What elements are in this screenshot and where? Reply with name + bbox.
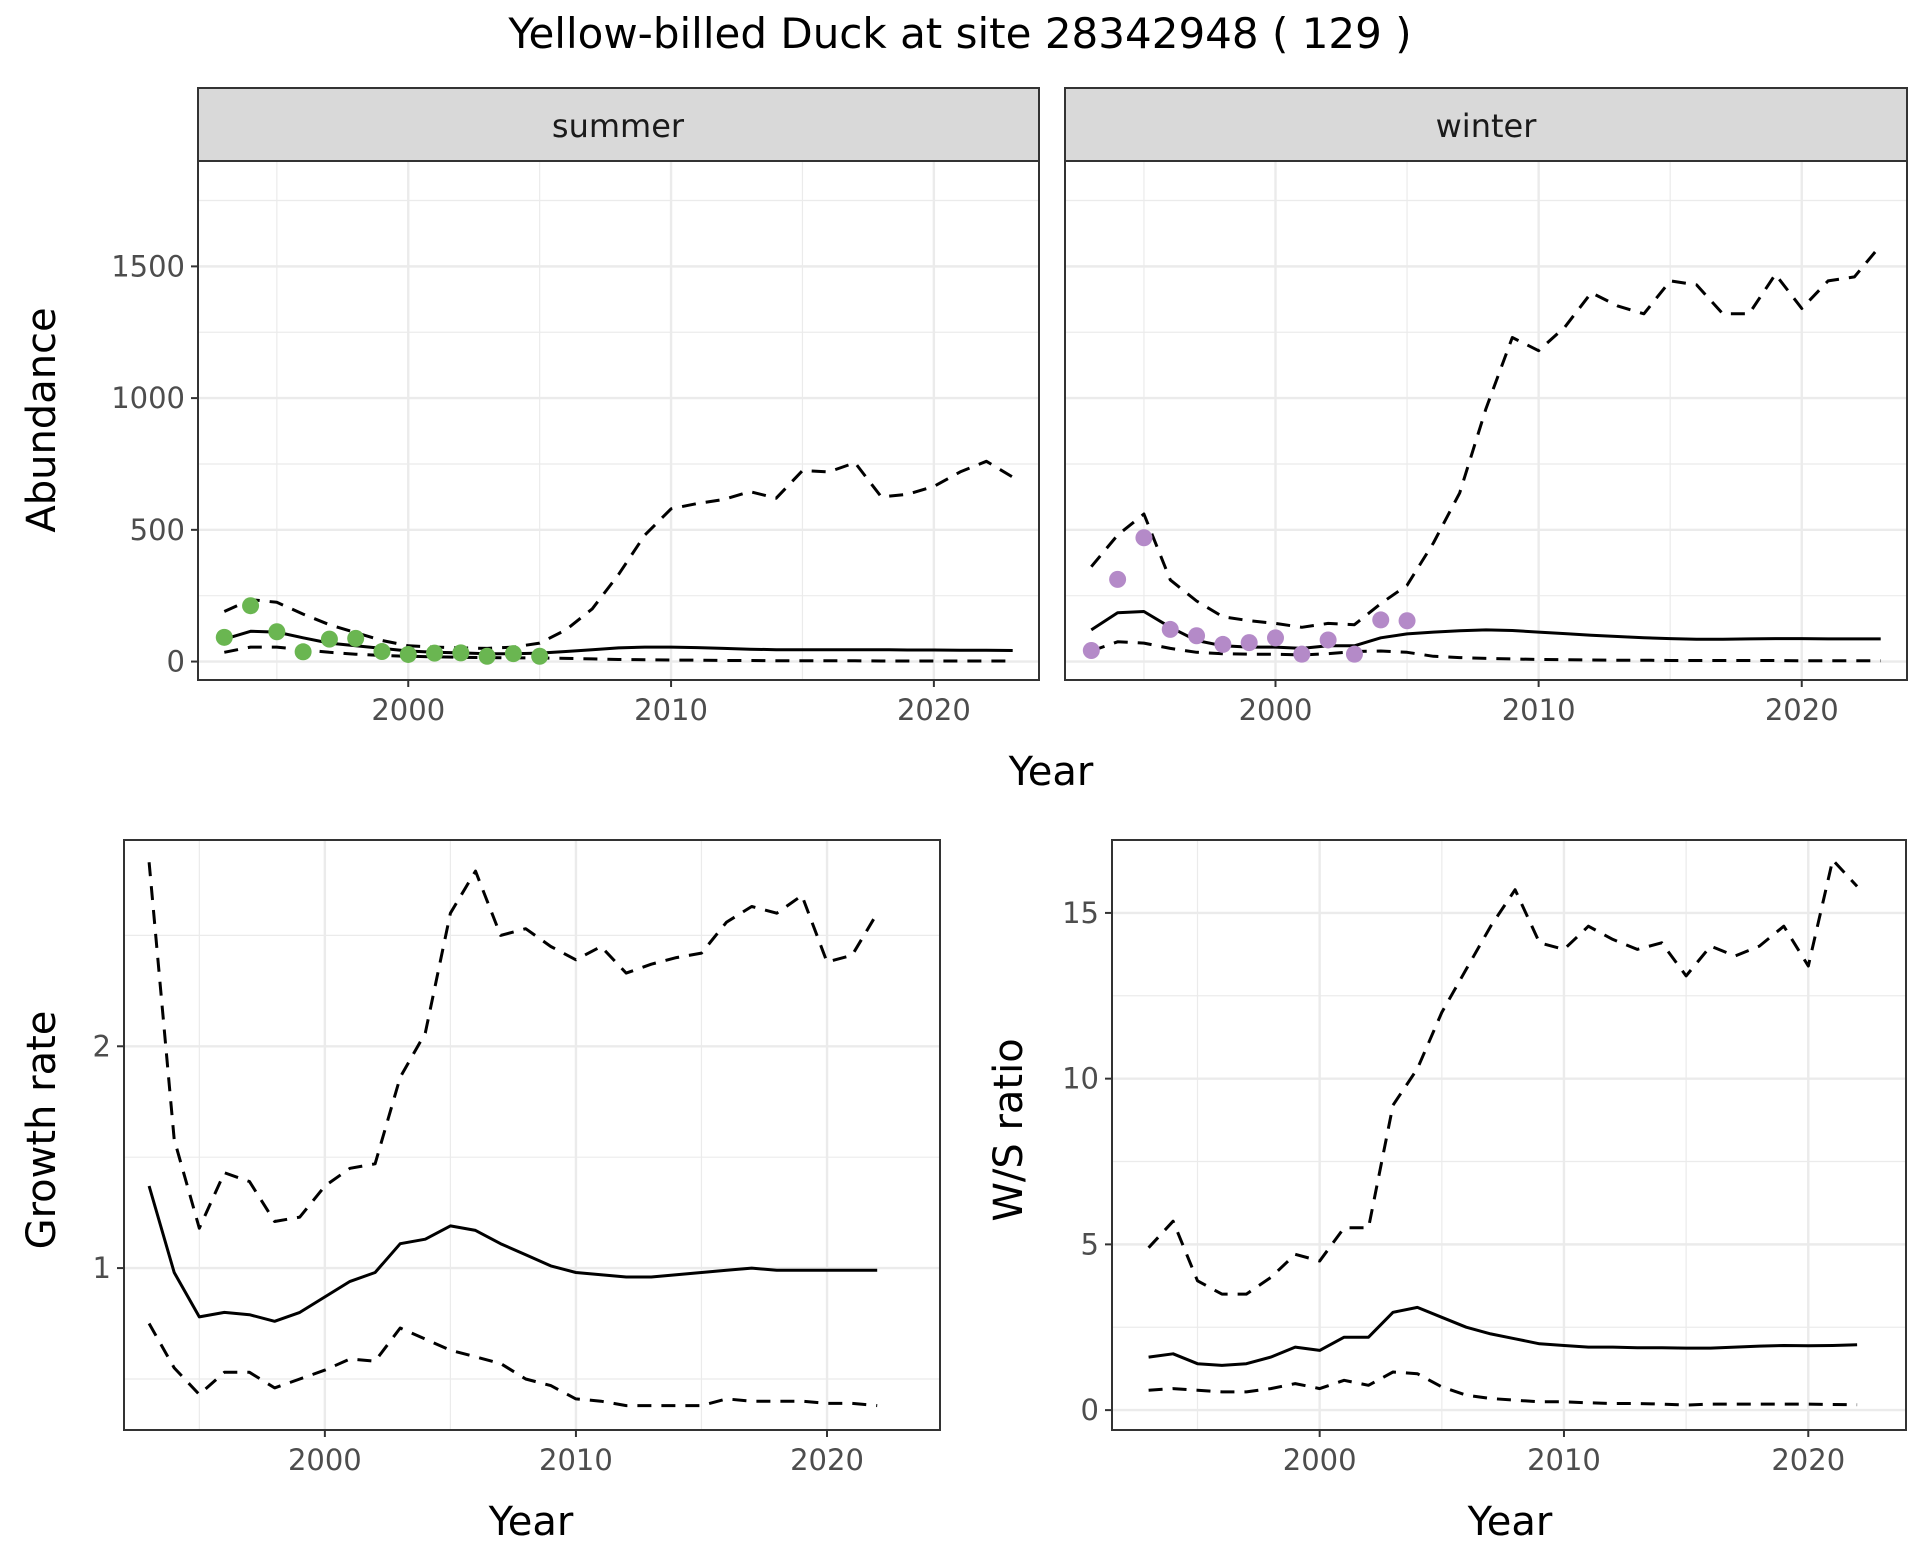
observed-point bbox=[1319, 631, 1337, 649]
y-tick-label: 15 bbox=[1062, 896, 1099, 930]
x-tick-label: 2010 bbox=[1527, 1443, 1601, 1477]
panel-border bbox=[1064, 160, 1908, 681]
figure-title: Yellow-billed Duck at site 28342948 ( 12… bbox=[507, 9, 1411, 58]
x-axis-title-growth-rate: Year bbox=[488, 1499, 574, 1545]
observed-point bbox=[268, 623, 286, 641]
observed-point bbox=[1345, 645, 1363, 663]
series-bound-line bbox=[1090, 244, 1882, 629]
observed-point bbox=[1135, 529, 1153, 547]
x-tick-label: 2010 bbox=[539, 1443, 613, 1477]
x-tick-label: 2020 bbox=[790, 1443, 864, 1477]
observed-point bbox=[294, 643, 312, 661]
y-tick-label: 2 bbox=[93, 1029, 111, 1063]
x-tick-label: 2010 bbox=[634, 693, 708, 727]
panel-border bbox=[197, 160, 1040, 681]
observed-point bbox=[347, 629, 365, 647]
series-bound-line bbox=[1090, 640, 1881, 663]
observed-point bbox=[426, 644, 444, 662]
plot-growth-rate: 2000 2010 2020 1 2 bbox=[93, 839, 941, 1477]
observed-point bbox=[215, 628, 233, 646]
y-tick-label: 500 bbox=[130, 513, 185, 547]
observed-point bbox=[242, 597, 260, 615]
x-tick-label: 2010 bbox=[1502, 693, 1576, 727]
strip-summer bbox=[197, 87, 1040, 162]
x-tick-label: 2020 bbox=[1771, 1443, 1845, 1477]
observed-point bbox=[1267, 629, 1284, 647]
x-tick-label: 2000 bbox=[1239, 693, 1313, 727]
observed-point bbox=[320, 630, 338, 648]
x-tick-label: 2000 bbox=[1283, 1443, 1357, 1477]
plot-winter: 2000 2010 2020 bbox=[1064, 160, 1908, 727]
observed-point bbox=[504, 645, 522, 663]
panel-growth-rate: 2000 2010 2020 1 2 Growth rate Year bbox=[19, 839, 941, 1545]
observed-point bbox=[399, 645, 417, 663]
y-axis-title-abundance: Abundance bbox=[19, 307, 65, 532]
panel-border bbox=[1111, 839, 1907, 1431]
panel-summer: summer 2000 2010 2020 0 500 1000 1500 Abundanc… bbox=[19, 87, 1040, 727]
x-axis-title-top: Year bbox=[1008, 749, 1094, 795]
observed-point bbox=[1293, 645, 1311, 663]
panel-border bbox=[123, 839, 941, 1431]
y-tick-label: 1000 bbox=[111, 381, 185, 415]
x-tick-label: 2020 bbox=[897, 693, 971, 727]
plot-summer: 2000 2010 2020 0 500 1000 1500 bbox=[111, 160, 1040, 727]
observed-point bbox=[1214, 635, 1232, 653]
x-tick-label: 2000 bbox=[288, 1443, 362, 1477]
series-bound-line bbox=[1147, 858, 1859, 1296]
observed-point bbox=[1109, 570, 1127, 588]
strip-winter-label: winter bbox=[1436, 107, 1538, 145]
strip-summer-label: summer bbox=[552, 107, 685, 145]
y-tick-label: 1 bbox=[93, 1251, 111, 1285]
series-estimate-line bbox=[147, 1185, 878, 1323]
y-tick-label: 10 bbox=[1062, 1062, 1099, 1096]
series-bound-line bbox=[147, 1322, 878, 1408]
strip-winter bbox=[1064, 87, 1908, 162]
y-tick-label: 5 bbox=[1081, 1227, 1099, 1261]
y-tick-label: 1500 bbox=[111, 249, 185, 283]
observed-point bbox=[478, 647, 496, 665]
observed-point bbox=[1398, 612, 1416, 630]
observed-point bbox=[1240, 634, 1258, 652]
observed-point bbox=[531, 647, 549, 665]
x-tick-label: 2000 bbox=[371, 693, 445, 727]
y-tick-label: 0 bbox=[1081, 1393, 1099, 1427]
observed-point bbox=[373, 643, 391, 661]
plot-ws-ratio: 2000 2010 2020 0 5 10 15 bbox=[1062, 839, 1907, 1477]
y-axis-title-growth-rate: Growth rate bbox=[19, 1011, 65, 1250]
panel-ws-ratio: 2000 2010 2020 0 5 10 15 W/S ratio Year bbox=[986, 839, 1907, 1545]
series-bound-line bbox=[224, 645, 1013, 663]
observed-point bbox=[1372, 611, 1390, 629]
y-tick-label: 0 bbox=[167, 645, 185, 679]
panel-winter: winter 2000 2010 2020 bbox=[1064, 87, 1908, 727]
x-tick-label: 2020 bbox=[1765, 693, 1839, 727]
series-bound-line bbox=[1148, 1370, 1858, 1407]
observed-point bbox=[1188, 627, 1206, 645]
series-bound-line bbox=[147, 862, 879, 1230]
observed-point bbox=[1082, 641, 1100, 659]
series-bound-line bbox=[223, 459, 1014, 650]
series-estimate-line bbox=[1148, 1305, 1858, 1367]
observed-point bbox=[452, 644, 470, 662]
observed-point bbox=[1161, 620, 1179, 638]
y-axis-title-ws-ratio: W/S ratio bbox=[986, 1038, 1032, 1221]
x-axis-title-ws-ratio: Year bbox=[1467, 1499, 1553, 1545]
